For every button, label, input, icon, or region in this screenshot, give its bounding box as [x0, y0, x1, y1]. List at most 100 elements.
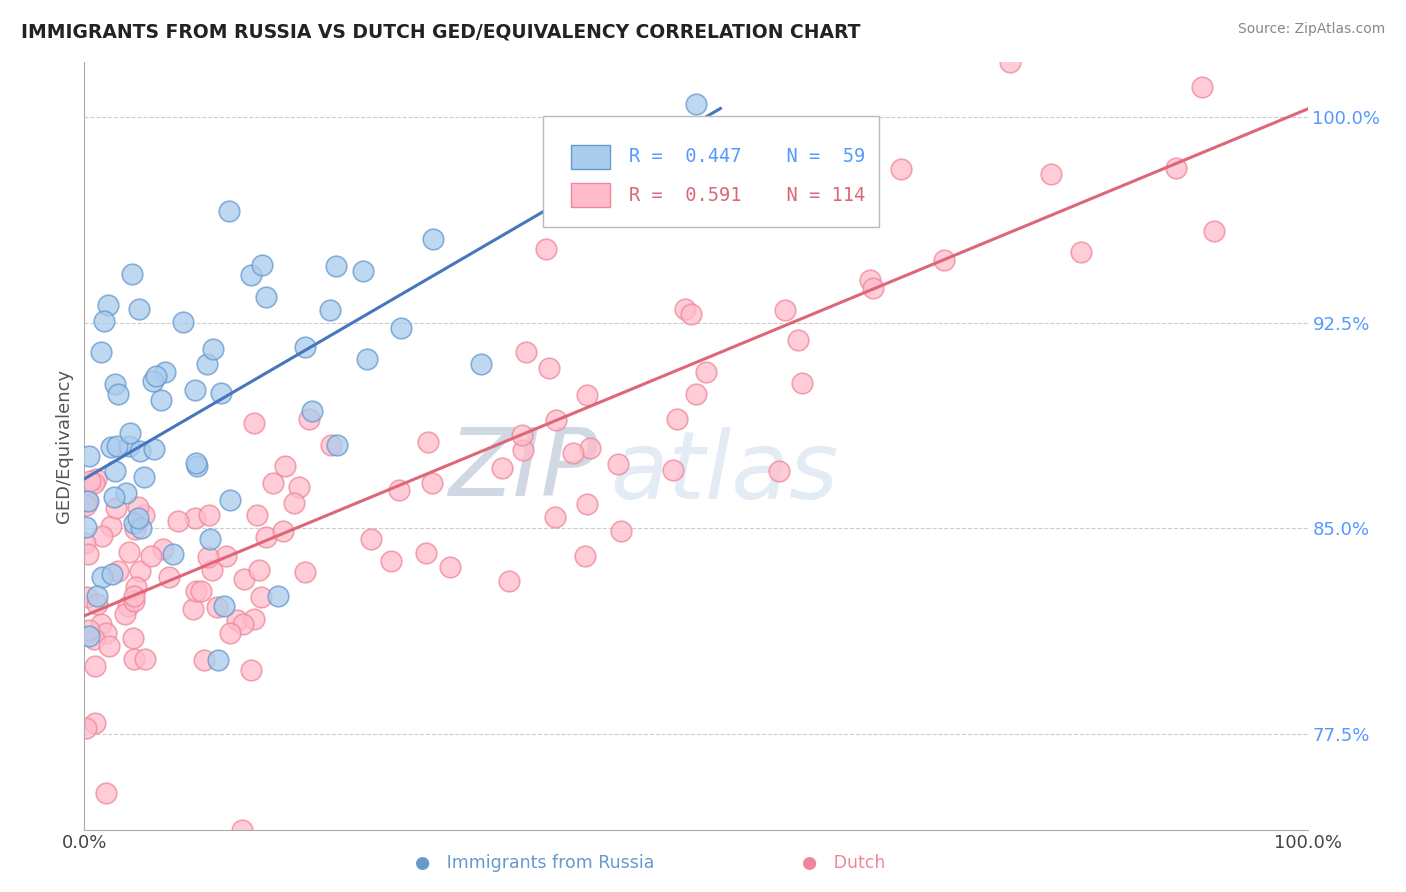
Point — [200, 532, 222, 546]
Point — [544, 509, 567, 524]
Point — [105, 500, 128, 515]
Text: R =  0.591    N = 114: R = 0.591 N = 114 — [628, 186, 865, 204]
Point — [157, 570, 180, 584]
Point — [77, 449, 100, 463]
Point — [239, 268, 262, 283]
Point — [360, 532, 382, 546]
Point — [790, 376, 813, 390]
Point — [537, 361, 560, 376]
Point — [105, 439, 128, 453]
Point — [1166, 161, 1188, 176]
Point — [318, 302, 340, 317]
Point — [103, 491, 125, 505]
Point — [122, 652, 145, 666]
Point — [256, 530, 278, 544]
Point — [107, 387, 129, 401]
Point — [768, 464, 790, 478]
Point — [325, 259, 347, 273]
Point — [1191, 80, 1213, 95]
Point — [143, 442, 166, 457]
Point — [86, 472, 108, 486]
Point — [86, 597, 108, 611]
Point — [75, 721, 97, 735]
FancyBboxPatch shape — [543, 116, 880, 227]
Point — [685, 387, 707, 401]
Point — [77, 547, 100, 561]
Point — [129, 443, 152, 458]
Point — [122, 589, 145, 603]
Point — [76, 590, 98, 604]
Point — [215, 549, 238, 563]
Point — [90, 529, 112, 543]
Point — [75, 499, 97, 513]
Point — [190, 584, 212, 599]
Y-axis label: GED/Equivalency: GED/Equivalency — [55, 369, 73, 523]
Point — [232, 616, 254, 631]
Point — [86, 589, 108, 603]
Point — [120, 425, 142, 440]
Point — [231, 822, 253, 837]
Point — [107, 564, 129, 578]
Point — [389, 321, 412, 335]
Point — [83, 475, 105, 490]
Point — [181, 602, 204, 616]
Point — [240, 663, 263, 677]
Point — [127, 500, 149, 515]
Point — [218, 204, 240, 219]
Point — [101, 566, 124, 581]
Point — [197, 550, 219, 565]
Point — [197, 508, 219, 523]
Point — [842, 153, 865, 167]
Point — [575, 387, 598, 401]
Point — [73, 536, 96, 550]
Point — [98, 640, 121, 654]
Text: ●   Immigrants from Russia: ● Immigrants from Russia — [415, 855, 654, 872]
Point — [79, 474, 101, 488]
Point — [266, 589, 288, 603]
Point — [250, 590, 273, 604]
Point — [681, 307, 703, 321]
Point — [134, 652, 156, 666]
Point — [301, 403, 323, 417]
Point — [773, 303, 796, 318]
Point — [77, 623, 100, 637]
Point — [186, 584, 208, 599]
Point — [202, 343, 225, 357]
Point — [96, 786, 118, 800]
Point — [212, 599, 235, 613]
Point — [127, 511, 149, 525]
Point — [233, 572, 256, 586]
Text: IMMIGRANTS FROM RUSSIA VS DUTCH GED/EQUIVALENCY CORRELATION CHART: IMMIGRANTS FROM RUSSIA VS DUTCH GED/EQUI… — [21, 22, 860, 41]
Text: R =  0.447    N =  59: R = 0.447 N = 59 — [628, 147, 865, 166]
Point — [326, 438, 349, 452]
Point — [544, 412, 567, 426]
Point — [139, 549, 162, 564]
Point — [470, 358, 492, 372]
Point — [207, 652, 229, 666]
Point — [134, 470, 156, 484]
Point — [420, 476, 443, 491]
Point — [167, 514, 190, 528]
Point — [91, 570, 114, 584]
Point — [76, 493, 98, 508]
Point — [416, 434, 439, 449]
Point — [665, 412, 688, 426]
Point — [262, 475, 284, 490]
Point — [491, 461, 513, 475]
Point — [128, 302, 150, 317]
Point — [122, 631, 145, 645]
Point — [578, 441, 600, 455]
Point — [219, 626, 242, 640]
Point — [114, 607, 136, 621]
Text: atlas: atlas — [610, 427, 838, 518]
Point — [193, 653, 215, 667]
Point — [124, 522, 146, 536]
Point — [673, 302, 696, 317]
Point — [77, 629, 100, 643]
Point — [218, 493, 240, 508]
Point — [153, 365, 176, 379]
Point — [104, 376, 127, 391]
Point — [695, 365, 717, 379]
Point — [145, 369, 167, 384]
Point — [183, 510, 205, 524]
